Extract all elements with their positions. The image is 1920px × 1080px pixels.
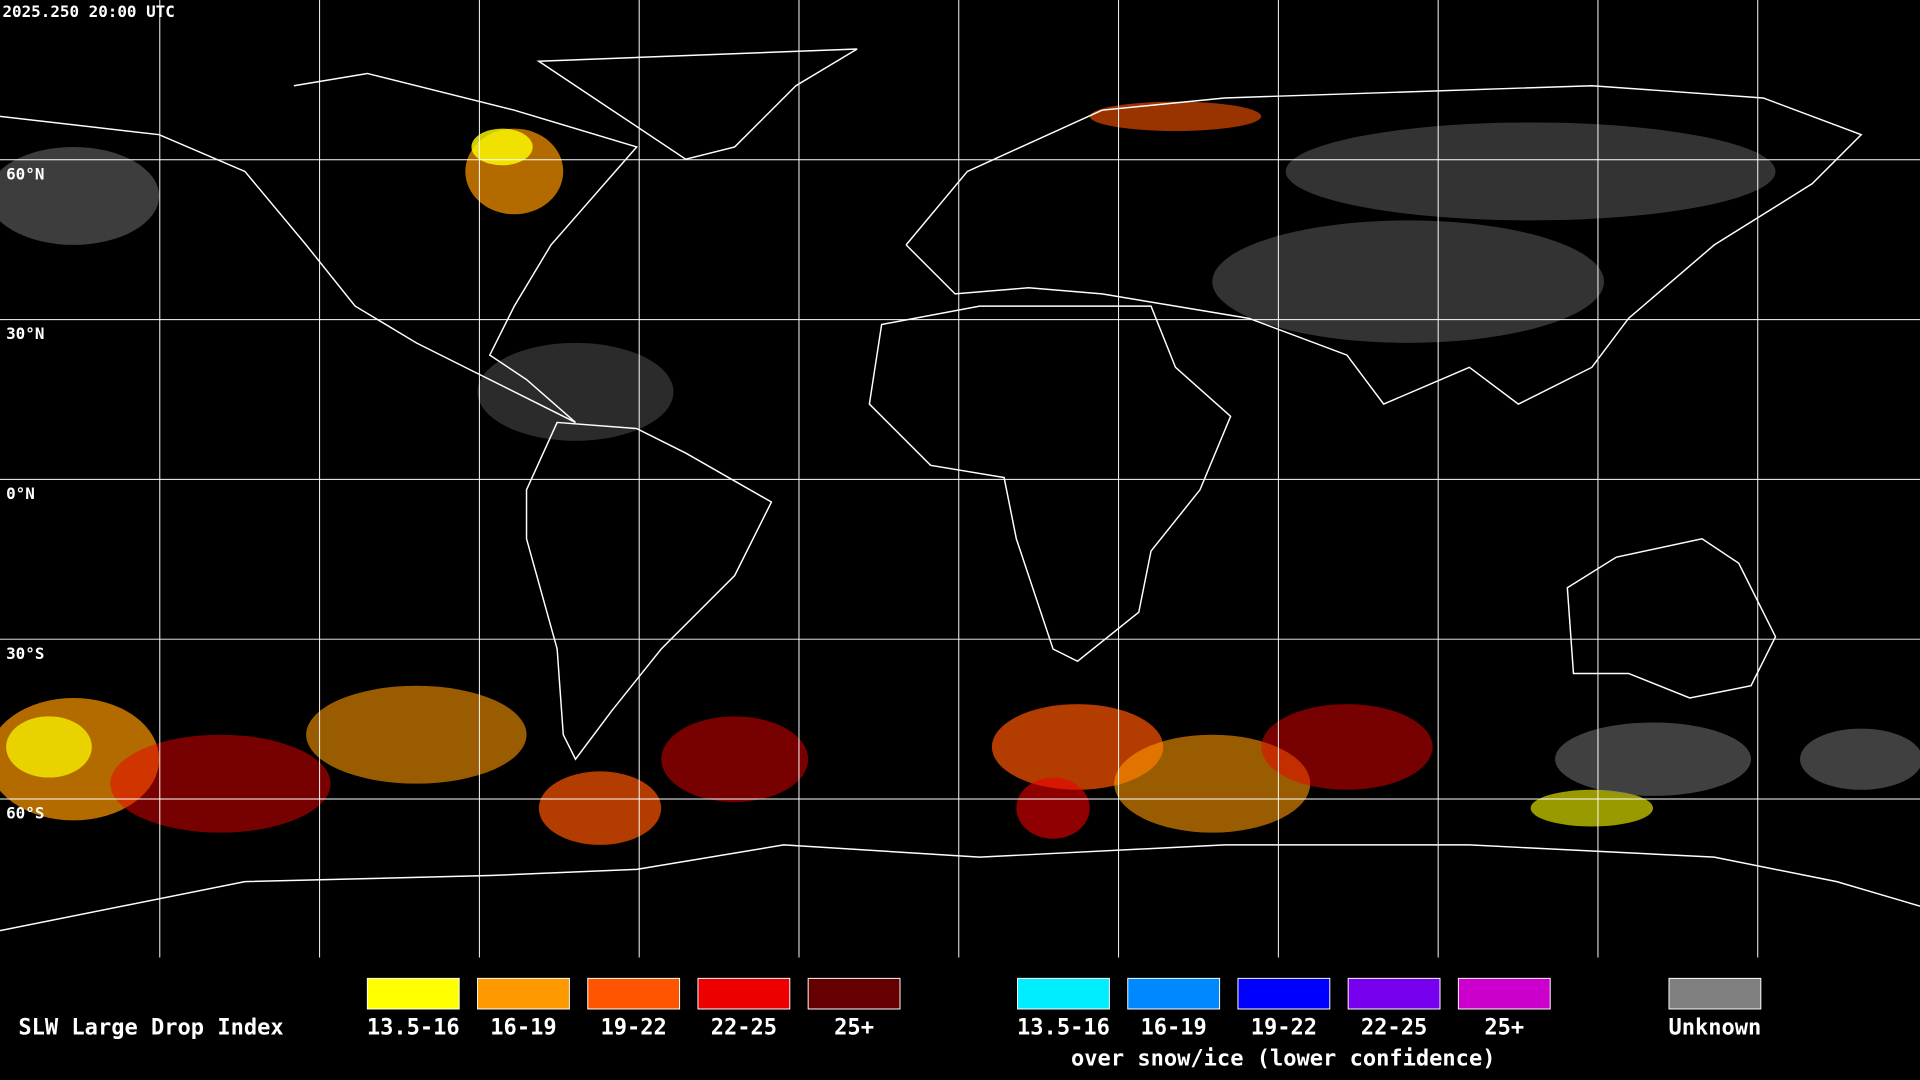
latitude-label: 30°S — [6, 644, 44, 663]
legend-swatch — [1347, 977, 1441, 1010]
latitude-label: 0°N — [6, 484, 35, 503]
latitude-label: 30°N — [6, 324, 44, 343]
legend-label: 22-25 — [711, 1016, 777, 1041]
legend-label: 13.5-16 — [367, 1016, 460, 1041]
legend-background — [0, 957, 1920, 1080]
legend-label: Unknown — [1668, 1016, 1761, 1041]
legend-caption: over snow/ice (lower confidence) — [1071, 1046, 1495, 1071]
legend-swatch — [1668, 977, 1762, 1010]
legend-label: 22-25 — [1361, 1016, 1427, 1041]
legend: 13.5-16 16-19 19-22 22-25 25+ 13.5-16 16-19 19-… — [366, 977, 1762, 1041]
timestamp: 2025.250 20:00 UTC — [2, 2, 174, 21]
legend-label: 16-19 — [490, 1016, 556, 1041]
legend-swatch — [1237, 977, 1331, 1010]
legend-swatch — [807, 977, 901, 1010]
legend-label: 19-22 — [601, 1016, 667, 1041]
legend-label: 25+ — [834, 1016, 874, 1041]
legend-label: 13.5-16 — [1017, 1016, 1110, 1041]
legend-label: 16-19 — [1141, 1016, 1207, 1041]
cloud-patches — [0, 101, 1920, 845]
latitude-label: 60°N — [6, 164, 44, 183]
graticule: 60°N 30°N 0°N 30°S 60°S — [0, 0, 1920, 958]
legend-swatch — [1127, 977, 1221, 1010]
legend-swatch — [697, 977, 791, 1010]
legend-label: 19-22 — [1251, 1016, 1317, 1041]
legend-swatch — [1457, 977, 1551, 1010]
latitude-label: 60°S — [6, 804, 44, 823]
legend-swatch — [1017, 977, 1110, 1010]
coastlines — [0, 48, 1920, 932]
legend-swatch — [477, 977, 570, 1010]
legend-label: 25+ — [1484, 1016, 1524, 1041]
legend-title: SLW Large Drop Index — [18, 1016, 283, 1041]
legend-swatch — [587, 977, 681, 1010]
legend-swatch — [366, 977, 460, 1010]
